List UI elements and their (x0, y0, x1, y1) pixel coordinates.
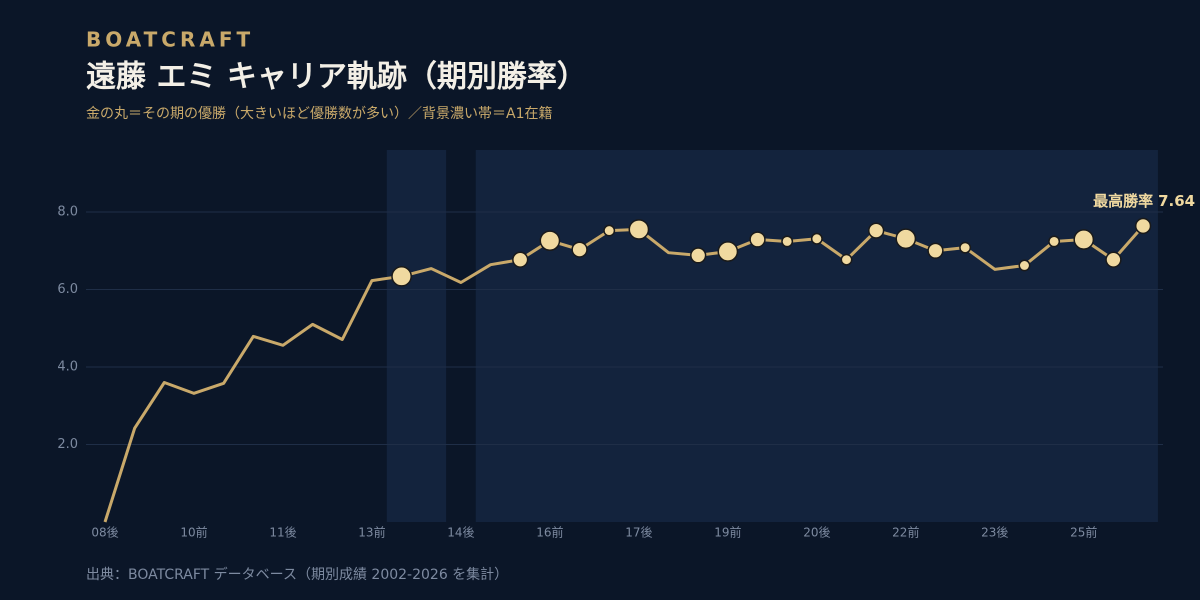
win-marker (1048, 235, 1061, 248)
win-marker (1073, 229, 1095, 250)
subtitle: 金の丸＝その期の優勝（大きいほど優勝数が多い）／背景濃い帯＝A1在籍 (86, 105, 552, 122)
series-line (103, 224, 1145, 523)
x-tick-label: 20後 (803, 526, 830, 540)
win-marker (1134, 217, 1152, 235)
y-tick-label: 2.0 (57, 437, 78, 452)
x-tick-label: 11後 (269, 526, 296, 540)
y-tick-label: 8.0 (57, 205, 78, 220)
x-tick-label: 25前 (1070, 525, 1097, 540)
win-marker (1018, 259, 1031, 272)
win-marker (539, 230, 561, 252)
source: 出典：BOATCRAFT データベース（期別成績 2002-2026 を集計） (86, 566, 508, 583)
win-marker (512, 251, 529, 268)
win-marker (868, 222, 885, 239)
annotation-value: 7.64 (1158, 191, 1195, 209)
win-marker (749, 231, 766, 248)
x-tick-label: 08後 (91, 526, 118, 540)
x-tick-label: 23後 (981, 526, 1008, 540)
win-marker (628, 219, 650, 240)
win-marker (391, 265, 412, 287)
win-marker (781, 235, 794, 248)
x-tick-label: 17後 (625, 526, 652, 540)
win-marker (571, 241, 588, 258)
win-marker (810, 232, 823, 245)
win-marker (1105, 251, 1122, 268)
win-marker (840, 253, 853, 266)
x-tick-label: 13前 (358, 525, 385, 540)
win-marker (603, 224, 616, 237)
x-tick-label: 10前 (180, 525, 207, 540)
x-tick-label: 19前 (714, 525, 741, 540)
annotation: 最高勝率 7.64 (1093, 191, 1195, 209)
a1-band (386, 150, 447, 522)
win-marker (959, 241, 972, 254)
win-marker (927, 242, 944, 259)
annotation-label: 最高勝率 (1093, 191, 1153, 209)
a1-band (475, 150, 1158, 522)
y-tick-label: 6.0 (57, 282, 78, 297)
x-tick-label: 14後 (447, 526, 474, 540)
x-tick-label: 22前 (892, 525, 919, 540)
x-tick-label: 16前 (536, 525, 563, 540)
brand: BOATCRAFT (86, 28, 254, 52)
chart-title: 遠藤 エミ キャリア軌跡（期別勝率） (86, 60, 587, 95)
win-marker (895, 228, 917, 250)
win-marker (690, 247, 707, 264)
win-marker (717, 241, 739, 262)
y-tick-label: 4.0 (57, 360, 78, 375)
